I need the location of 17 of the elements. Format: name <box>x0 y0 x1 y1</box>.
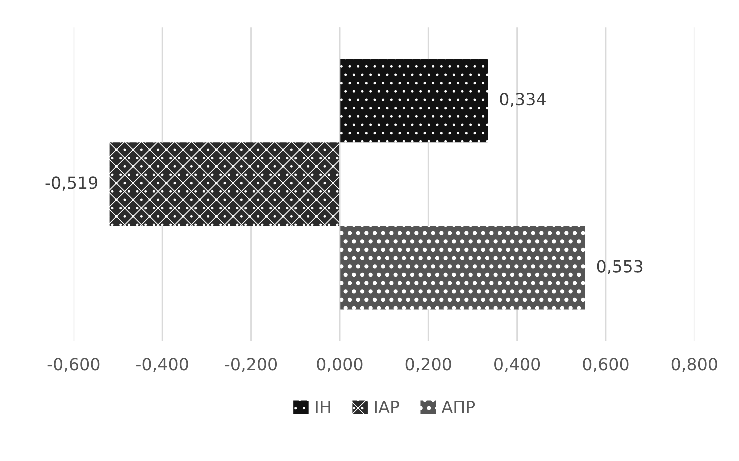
x-tick-label: 0,200 <box>406 358 452 372</box>
x-tick-label: -0,200 <box>225 358 278 372</box>
x-tick-label: 0,400 <box>494 358 540 372</box>
bar <box>110 142 340 226</box>
x-tick-label: -0,400 <box>136 358 188 372</box>
data-label: 0,553 <box>597 260 643 275</box>
bar <box>340 59 488 143</box>
data-label: -0,519 <box>46 176 98 191</box>
x-tick-label: 0,600 <box>583 358 629 372</box>
legend-label: IAP <box>375 401 400 414</box>
legend-label: АПР <box>442 401 476 414</box>
data-label: 0,334 <box>500 93 546 108</box>
x-tick-label: -0,600 <box>48 358 100 372</box>
legend-label: IH <box>316 401 330 414</box>
x-tick-label: 0,000 <box>317 358 363 372</box>
bar <box>340 226 586 310</box>
x-tick-label: 0,800 <box>672 358 718 372</box>
